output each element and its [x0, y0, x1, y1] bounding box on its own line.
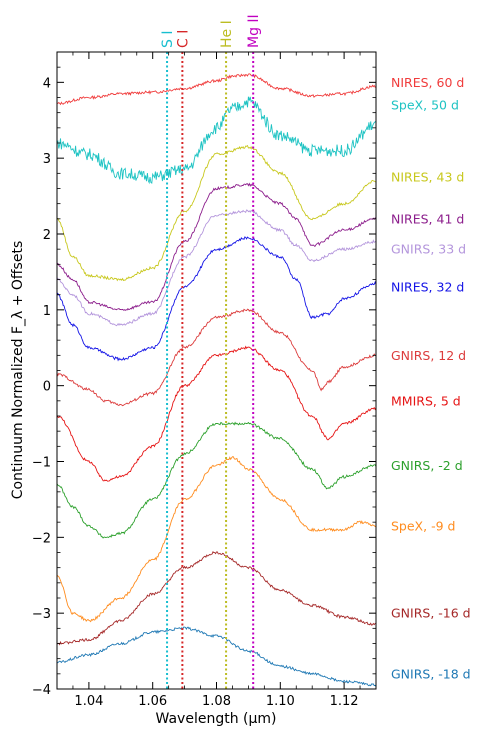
series-label-gnirs-2-d: GNIRS, -2 d [391, 458, 463, 473]
y-tick-label: 3 [43, 152, 51, 167]
y-tick-label: −4 [32, 683, 51, 698]
line-label-mg-ii: Mg II [246, 14, 262, 48]
y-tick-label: −2 [32, 531, 51, 546]
spectrum-nires-60-d [56, 73, 377, 106]
spectrum-gnirs-12-d [56, 308, 377, 407]
spectrum-nires-43-d [56, 144, 377, 282]
y-axis-label: Continuum Normalized F_λ + Offsets [10, 241, 26, 499]
y-tick-label: 1 [43, 304, 51, 319]
series-label-mmirs-5-d: MMIRS, 5 d [391, 393, 461, 408]
spectrum-gnirs-2-d [56, 421, 377, 539]
plot-frame [56, 51, 377, 690]
spectra-group [56, 73, 377, 687]
series-label-gnirs-18-d: GNIRS, -18 d [391, 666, 471, 681]
line-label-he-i: He I [219, 20, 235, 48]
x-tick-label: 1.06 [138, 694, 167, 709]
axis-ticks: 1.04 1.06 1.08 1.10 1.12 −4 −3 −2 −1 0 1 2 3 4 [32, 51, 377, 709]
series-label-gnirs-12-d: GNIRS, 12 d [391, 348, 466, 363]
x-axis-label: Wavelength (μm) [156, 711, 277, 727]
series-label-nires-32-d: NIRES, 32 d [391, 280, 464, 295]
spectrum-mmirs-5-d [56, 345, 377, 482]
x-tick-label: 1.12 [330, 694, 359, 709]
x-tick-label: 1.08 [202, 694, 231, 709]
series-label-spex-9-d: SpeX, -9 d [391, 518, 455, 533]
series-labels: NIRES, 60 d SpeX, 50 d NIRES, 43 d NIRES, 4… [391, 75, 471, 681]
y-tick-label: 4 [43, 76, 51, 91]
x-tick-label: 1.10 [266, 694, 295, 709]
series-label-nires-41-d: NIRES, 41 d [391, 211, 464, 226]
spectrum-gnirs-33-d [56, 209, 377, 327]
y-tick-label: −1 [32, 456, 51, 471]
series-label-nires-43-d: NIRES, 43 d [391, 170, 464, 185]
spectrum-gnirs-18-d [56, 626, 377, 687]
y-tick-label: 2 [43, 228, 51, 243]
spectrum-spex-9-d [56, 456, 377, 623]
x-tick-label: 1.04 [74, 694, 103, 709]
y-tick-label: −3 [32, 607, 51, 622]
y-tick-label: 0 [43, 380, 51, 395]
line-label-s-i: S I [160, 31, 176, 48]
series-label-nires-60-d: NIRES, 60 d [391, 75, 464, 90]
spectrum-nires-41-d [56, 182, 377, 311]
line-label-c-i: C I [175, 30, 191, 48]
spectrum-gnirs-16-d [56, 551, 377, 646]
spectrum-nires-32-d [56, 236, 377, 362]
series-label-gnirs-33-d: GNIRS, 33 d [391, 242, 466, 257]
series-label-gnirs-16-d: GNIRS, -16 d [391, 606, 471, 621]
series-label-spex-50-d: SpeX, 50 d [391, 98, 459, 113]
spectrum-spex-50-d [56, 96, 377, 185]
